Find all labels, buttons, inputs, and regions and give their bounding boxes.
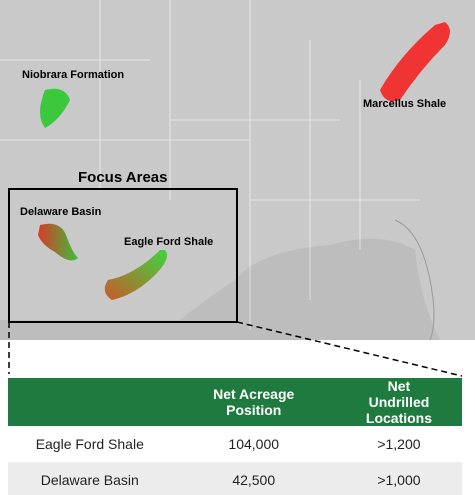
map-label: Marcellus Shale <box>363 98 446 110</box>
state-borders <box>0 0 420 330</box>
niobrara-area <box>40 88 70 128</box>
cell: 104,000 <box>228 436 280 452</box>
map-label: Focus Areas <box>78 169 167 186</box>
eagle-ford-area <box>104 250 168 300</box>
callout-line <box>236 321 463 377</box>
map: Niobrara Formation Marcellus Shale Focus… <box>0 0 475 377</box>
header-cell: Net Acreage Position <box>171 378 336 426</box>
cell: Eagle Ford Shale <box>35 436 144 452</box>
coastline <box>394 219 435 341</box>
map-label: Niobrara Formation <box>22 69 124 81</box>
cell: >1,000 <box>335 462 462 495</box>
row: Eagle Ford Shale 104,000 >1,200 <box>8 426 462 462</box>
focus-box <box>8 188 238 323</box>
header-row: Net Acreage Position Net Undrilled Locat… <box>8 378 462 426</box>
cell: 42,500 <box>171 462 336 495</box>
header-cell: Net Undrilled Locations <box>335 378 462 426</box>
map-label: Eagle Ford Shale <box>124 236 213 248</box>
header-cell <box>8 378 172 426</box>
land <box>0 0 475 340</box>
cell: Delaware Basin <box>8 462 172 495</box>
map-label: Delaware Basin <box>20 206 102 218</box>
marcellus-area <box>380 22 450 102</box>
delaware-area <box>38 223 78 261</box>
cell: >1,200 <box>377 436 421 452</box>
data-table: Net Acreage Position Net Undrilled Locat… <box>8 378 462 495</box>
row: Delaware Basin 42,500 >1,000 <box>8 462 462 495</box>
